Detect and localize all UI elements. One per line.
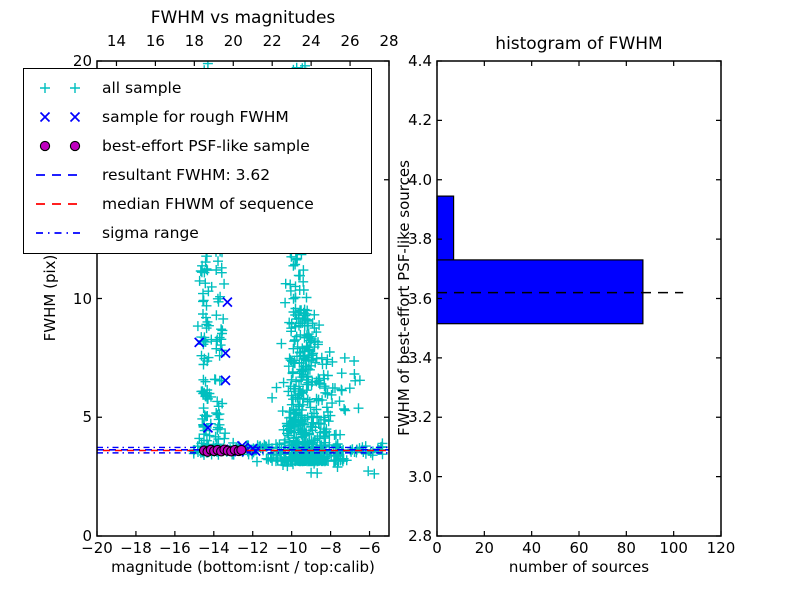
legend-item: resultant FWHM: 3.62	[32, 160, 371, 189]
legend-item-label: all sample	[102, 78, 182, 97]
line-sample-icon	[36, 202, 84, 205]
line-sample-icon	[36, 231, 84, 234]
histogram-bars	[436, 195, 644, 325]
psf-sample-points	[198, 444, 247, 457]
legend-item: all sample	[32, 73, 371, 102]
legend-box: all sample sample for rough FWHM best-effo…	[23, 68, 372, 254]
legend-item-label: best-effort PSF-like sample	[102, 136, 310, 155]
x-marker-icon	[39, 111, 81, 122]
circle-marker-icon	[39, 140, 51, 151]
legend-item: median FHWM of sequence	[32, 189, 371, 218]
circle-marker-icon	[39, 140, 81, 151]
legend-item-label: median FHWM of sequence	[102, 194, 314, 213]
plus-marker-icon	[40, 82, 80, 93]
circle-marker-icon	[69, 140, 81, 151]
legend-item: sample for rough FWHM	[32, 102, 371, 131]
x-marker-icon	[39, 111, 51, 122]
histogram-bar	[436, 259, 644, 325]
legend-item-label: resultant FWHM: 3.62	[102, 165, 271, 184]
axis-ticks	[96, 60, 722, 537]
legend-item-label: sigma range	[102, 223, 199, 242]
plus-marker-icon	[70, 82, 80, 93]
x-marker-icon	[69, 111, 81, 122]
legend-item-label: sample for rough FWHM	[102, 107, 289, 126]
plus-marker-icon	[40, 82, 50, 93]
legend-item: best-effort PSF-like sample	[32, 131, 371, 160]
legend-item: sigma range	[32, 218, 371, 247]
psf-sample-marker	[236, 444, 247, 456]
histogram-bar	[436, 195, 455, 261]
line-sample-icon	[36, 173, 84, 176]
